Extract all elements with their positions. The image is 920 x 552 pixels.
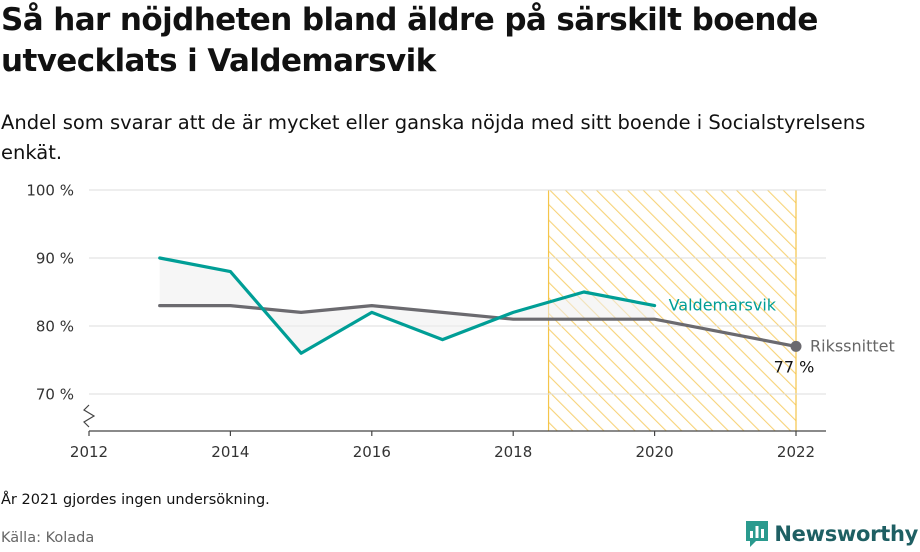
y-tick-label: 100 % — [26, 182, 74, 200]
line-chart: 70 % 80 % 90 % 100 % Valdemarsvik Rikssnitte… — [26, 182, 895, 462]
footnote: År 2021 gjordes ingen undersökning. — [1, 492, 270, 508]
y-tick-label: 90 % — [36, 250, 74, 268]
x-tick-label: 2020 — [636, 443, 674, 461]
series-label-riksnittet: Rikssnittet — [810, 336, 895, 355]
brand-logo: Newsworthy — [744, 518, 918, 550]
x-tick-label: 2016 — [353, 443, 391, 461]
series-line-valdemarsvik — [158, 256, 657, 355]
source-note: Källa: Kolada — [1, 530, 95, 546]
brand-name: Newsworthy — [774, 522, 918, 546]
series-label-valdemarsvik: Valdemarsvik — [669, 296, 777, 315]
chart-subtitle: Andel som svarar att de är mycket eller … — [1, 111, 866, 164]
axis-break-icon — [83, 404, 96, 428]
x-tick-label: 2022 — [777, 443, 815, 461]
x-tick-label: 2012 — [70, 443, 108, 461]
y-tick-label: 70 % — [36, 386, 74, 404]
y-tick-label: 80 % — [36, 318, 74, 336]
end-point-riksnittet — [790, 340, 802, 352]
difference-area — [159, 258, 655, 354]
x-tick-label: 2014 — [211, 443, 249, 461]
newsworthy-logo-icon — [746, 521, 769, 547]
x-tick-label: 2018 — [494, 443, 532, 461]
chart-title: Så har nöjdheten bland äldre på särskilt… — [1, 2, 818, 79]
series-line-riksnittet — [158, 304, 798, 348]
data-label-riksnittet-end: 77 % — [774, 357, 815, 376]
